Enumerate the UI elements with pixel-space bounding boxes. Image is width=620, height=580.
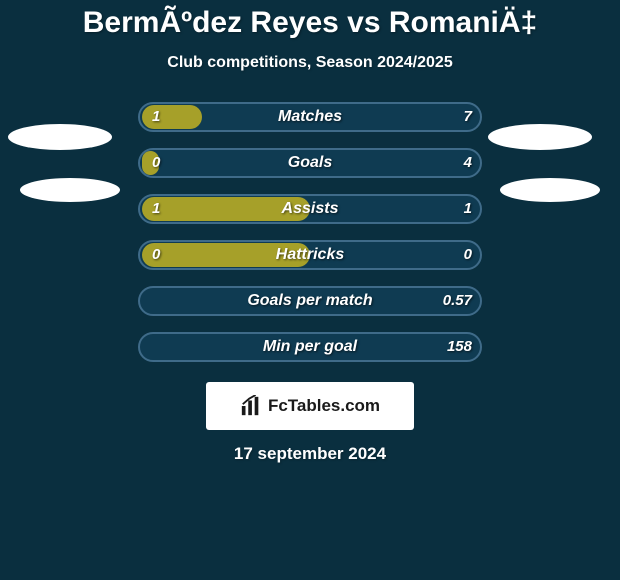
stat-row: Goals 0 4 <box>0 148 620 180</box>
stat-label: Goals <box>288 148 332 178</box>
bars-icon <box>240 395 262 417</box>
stat-label: Assists <box>282 194 339 224</box>
team-logo-placeholder <box>500 178 600 202</box>
team-logo-placeholder <box>8 124 112 150</box>
stat-value-right: 0.57 <box>443 286 472 316</box>
stat-row: Goals per match 0.57 <box>0 286 620 318</box>
stat-value-right: 158 <box>447 332 472 362</box>
stat-value-right: 7 <box>464 102 472 132</box>
stat-value-right: 1 <box>464 194 472 224</box>
team-logo-placeholder <box>20 178 120 202</box>
stat-value-right: 4 <box>464 148 472 178</box>
comparison-date: 17 september 2024 <box>0 444 620 464</box>
stat-value-left: 0 <box>152 240 160 270</box>
stat-label: Min per goal <box>263 332 357 362</box>
stat-value-left: 0 <box>152 148 160 178</box>
comparison-subtitle: Club competitions, Season 2024/2025 <box>0 54 620 72</box>
team-logo-placeholder <box>488 124 592 150</box>
stat-label: Matches <box>278 102 342 132</box>
comparison-date-text: 17 september 2024 <box>234 444 386 463</box>
fctables-logo-inner: FcTables.com <box>240 395 380 417</box>
stat-value-left: 1 <box>152 102 160 132</box>
stat-label: Goals per match <box>247 286 372 316</box>
comparison-title-text: BermÃºdez Reyes vs RomaniÄ‡ <box>83 6 537 39</box>
stat-value-left: 1 <box>152 194 160 224</box>
stat-value-right: 0 <box>464 240 472 270</box>
fctables-logo-text: FcTables.com <box>268 396 380 416</box>
comparison-subtitle-text: Club competitions, Season 2024/2025 <box>167 54 452 71</box>
stat-bar-left-fill <box>142 105 202 129</box>
fctables-logo: FcTables.com <box>206 382 414 430</box>
stat-label: Hattricks <box>276 240 344 270</box>
stat-row: Min per goal 158 <box>0 332 620 364</box>
comparison-title: BermÃºdez Reyes vs RomaniÄ‡ <box>0 0 620 40</box>
stat-row: Hattricks 0 0 <box>0 240 620 272</box>
